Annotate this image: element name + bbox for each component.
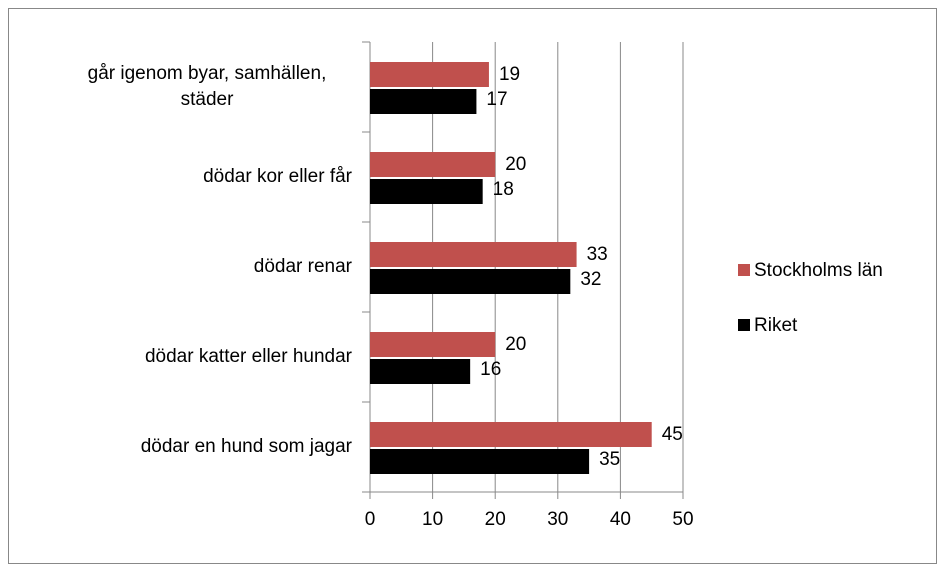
value-label: 45: [662, 424, 683, 445]
bar: [370, 152, 496, 177]
value-label: 20: [505, 334, 526, 355]
value-label: 18: [493, 179, 514, 200]
y-tick-label: dödar katter eller hundar: [144, 346, 352, 367]
value-label: 33: [587, 244, 608, 265]
y-tick-label: dödar renar: [253, 256, 352, 277]
legend-swatch: [738, 264, 750, 276]
bar: [370, 332, 496, 357]
chart-border: [8, 8, 937, 564]
x-tick-label: 50: [672, 509, 693, 530]
x-tick-label: 40: [610, 509, 631, 530]
value-label: 20: [505, 154, 526, 175]
bar: [370, 269, 571, 294]
bar: [370, 242, 577, 267]
value-label: 35: [599, 449, 620, 470]
bar: [370, 422, 652, 447]
value-label: 17: [486, 89, 507, 110]
value-label: 19: [499, 64, 520, 85]
y-tick-label: dödar en hund som jagar: [140, 436, 352, 457]
bar: [370, 449, 590, 474]
legend-swatch: [738, 319, 750, 331]
x-tick-label: 10: [422, 509, 443, 530]
value-label: 32: [580, 269, 601, 290]
bar: [370, 89, 477, 114]
bar: [370, 179, 483, 204]
legend-label: Riket: [754, 315, 798, 336]
legend-label: Stockholms län: [754, 260, 883, 281]
x-tick-label: 0: [365, 509, 376, 530]
y-tick-label: dödar kor eller får: [203, 166, 352, 187]
bar: [370, 62, 489, 87]
y-tick-label: går igenom byar, samhällen, städer: [87, 63, 327, 110]
value-label: 16: [480, 359, 501, 380]
x-tick-label: 20: [485, 509, 506, 530]
x-tick-label: 30: [547, 509, 568, 530]
bar: [370, 359, 471, 384]
